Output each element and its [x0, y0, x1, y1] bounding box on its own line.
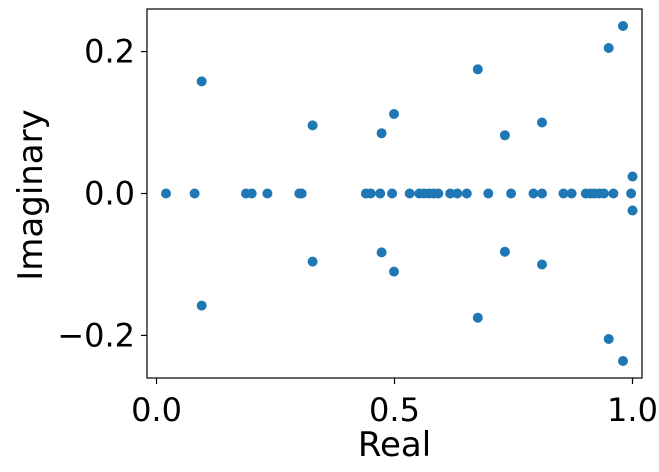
data-point: [506, 188, 517, 199]
data-point: [537, 188, 547, 199]
data-point: [296, 188, 307, 199]
x-tick-label: 0.5: [369, 391, 420, 429]
data-point: [365, 188, 376, 199]
data-point: [472, 64, 483, 75]
x-axis-label: Real: [358, 425, 431, 465]
y-axis-label: Imaginary: [11, 109, 51, 281]
data-point: [618, 21, 628, 31]
data-point: [404, 188, 415, 199]
data-point: [537, 117, 547, 128]
data-point: [627, 205, 638, 216]
data-point: [618, 356, 628, 366]
data-point: [499, 246, 510, 257]
data-point: [376, 128, 387, 139]
x-tick-label: 1.0: [607, 391, 658, 429]
data-point: [627, 171, 638, 182]
data-point: [598, 188, 609, 199]
data-point: [389, 266, 399, 277]
y-tick-label: −0.2: [57, 316, 135, 354]
data-point: [499, 130, 510, 141]
data-point: [608, 188, 619, 199]
data-point: [452, 188, 463, 199]
y-tick-label: 0.2: [84, 33, 135, 71]
data-point: [461, 188, 472, 199]
data-point: [246, 188, 257, 199]
x-axis-ticks: 0.0 0.5 1.0: [131, 378, 658, 429]
data-point: [603, 334, 614, 344]
data-point: [161, 188, 171, 199]
data-point: [558, 188, 569, 199]
data-point: [566, 188, 577, 199]
data-point: [472, 312, 483, 323]
data-point: [307, 120, 318, 131]
data-point: [537, 259, 547, 270]
data-point: [196, 76, 207, 87]
data-point: [376, 247, 387, 258]
data-point: [389, 109, 399, 119]
data-point: [626, 188, 637, 199]
data-point: [483, 188, 494, 199]
data-point: [189, 188, 200, 199]
y-axis-ticks: −0.2 0.0 0.2: [57, 33, 147, 354]
data-point: [262, 188, 273, 199]
data-point: [196, 300, 207, 311]
data-point: [387, 188, 398, 199]
x-tick-label: 0.0: [131, 391, 182, 429]
data-point: [307, 256, 318, 267]
data-point: [433, 188, 444, 199]
data-point: [603, 43, 614, 53]
data-point: [375, 188, 386, 199]
data-point: [445, 188, 456, 199]
data-points: [161, 21, 638, 366]
data-point: [528, 188, 539, 199]
y-tick-label: 0.0: [84, 175, 135, 213]
